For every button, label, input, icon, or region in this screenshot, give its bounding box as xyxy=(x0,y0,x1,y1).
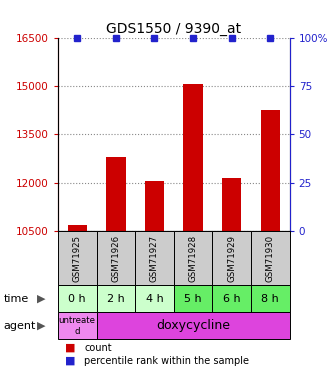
Text: doxycycline: doxycycline xyxy=(156,320,230,332)
Title: GDS1550 / 9390_at: GDS1550 / 9390_at xyxy=(106,22,241,36)
Bar xyxy=(213,285,251,312)
Bar xyxy=(213,231,251,285)
Bar xyxy=(135,285,174,312)
Text: 4 h: 4 h xyxy=(146,294,163,304)
Text: ■: ■ xyxy=(65,343,75,353)
Text: percentile rank within the sample: percentile rank within the sample xyxy=(84,356,249,366)
Bar xyxy=(260,110,280,231)
Bar xyxy=(97,312,290,339)
Text: 6 h: 6 h xyxy=(223,294,241,304)
Text: 0 h: 0 h xyxy=(69,294,86,304)
Bar xyxy=(222,178,241,231)
Bar xyxy=(58,231,97,285)
Bar xyxy=(58,285,97,312)
Bar xyxy=(174,285,213,312)
Bar xyxy=(145,181,164,231)
Text: time: time xyxy=(3,294,28,304)
Text: untreate
d: untreate d xyxy=(59,316,96,336)
Text: GSM71929: GSM71929 xyxy=(227,235,236,282)
Text: count: count xyxy=(84,343,112,353)
Text: 5 h: 5 h xyxy=(184,294,202,304)
Text: GSM71926: GSM71926 xyxy=(111,235,120,282)
Text: agent: agent xyxy=(3,321,36,331)
Bar xyxy=(174,231,213,285)
Text: GSM71927: GSM71927 xyxy=(150,235,159,282)
Text: 2 h: 2 h xyxy=(107,294,125,304)
Text: ▶: ▶ xyxy=(37,294,46,304)
Bar xyxy=(106,157,125,231)
Text: GSM71928: GSM71928 xyxy=(189,235,198,282)
Text: GSM71930: GSM71930 xyxy=(266,235,275,282)
Text: GSM71925: GSM71925 xyxy=(73,235,82,282)
Text: 8 h: 8 h xyxy=(261,294,279,304)
Bar xyxy=(58,312,97,339)
Bar xyxy=(97,231,135,285)
Bar xyxy=(251,285,290,312)
Bar xyxy=(97,285,135,312)
Text: ▶: ▶ xyxy=(37,321,46,331)
Bar xyxy=(135,231,174,285)
Text: ■: ■ xyxy=(65,356,75,366)
Bar xyxy=(251,231,290,285)
Bar xyxy=(68,225,87,231)
Bar xyxy=(183,84,203,231)
